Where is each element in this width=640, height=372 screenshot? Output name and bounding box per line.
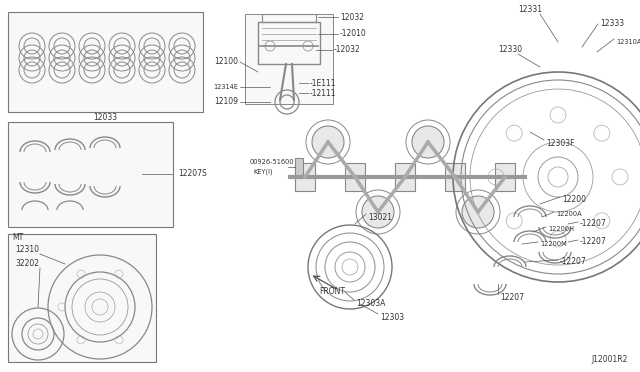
Text: 12331: 12331 <box>518 6 542 15</box>
Text: 12303F: 12303F <box>546 140 575 148</box>
Text: 12200: 12200 <box>562 195 586 203</box>
Text: J12001R2: J12001R2 <box>591 356 628 365</box>
Text: -12207: -12207 <box>560 257 587 266</box>
Bar <box>445 163 465 191</box>
Text: 12303: 12303 <box>380 312 404 321</box>
Bar <box>295 163 315 191</box>
Text: 12032: 12032 <box>340 13 364 22</box>
Text: -12111: -12111 <box>310 89 337 97</box>
Circle shape <box>412 126 444 158</box>
Circle shape <box>462 196 494 228</box>
Bar <box>495 163 515 191</box>
Text: 12303A: 12303A <box>356 299 385 308</box>
Bar <box>245 14 333 104</box>
Text: 12333: 12333 <box>600 19 624 29</box>
Bar <box>8 234 156 362</box>
Text: -12032: -12032 <box>334 45 361 55</box>
Text: 12310: 12310 <box>15 246 39 254</box>
Text: 12310A: 12310A <box>616 39 640 45</box>
Text: 12100: 12100 <box>214 58 238 67</box>
Text: 13021: 13021 <box>368 212 392 221</box>
Text: 12207S: 12207S <box>178 170 207 179</box>
Text: FRONT: FRONT <box>319 288 345 296</box>
Text: 12330: 12330 <box>498 45 522 55</box>
Text: 12109: 12109 <box>214 97 238 106</box>
Text: -12207: -12207 <box>580 219 607 228</box>
Text: -12207: -12207 <box>580 237 607 247</box>
Bar <box>8 122 173 227</box>
Bar <box>258 22 320 64</box>
Text: 12200M: 12200M <box>540 241 567 247</box>
Text: 12200A: 12200A <box>556 211 582 217</box>
Text: 12314E: 12314E <box>213 84 238 90</box>
Bar <box>345 163 365 191</box>
Text: 00926-51600: 00926-51600 <box>250 159 294 165</box>
Bar <box>295 158 303 176</box>
Bar <box>262 14 316 22</box>
Text: 12033: 12033 <box>93 112 117 122</box>
Text: 12200H: 12200H <box>548 226 574 232</box>
Circle shape <box>362 196 394 228</box>
Bar <box>8 12 203 112</box>
Text: KEY(I): KEY(I) <box>253 169 273 175</box>
Text: 12207: 12207 <box>500 292 524 301</box>
Bar <box>395 163 415 191</box>
Text: MT: MT <box>12 232 23 241</box>
Circle shape <box>312 126 344 158</box>
Text: 32202: 32202 <box>15 260 39 269</box>
Text: -1E111: -1E111 <box>310 78 337 87</box>
Text: -12010: -12010 <box>340 29 367 38</box>
